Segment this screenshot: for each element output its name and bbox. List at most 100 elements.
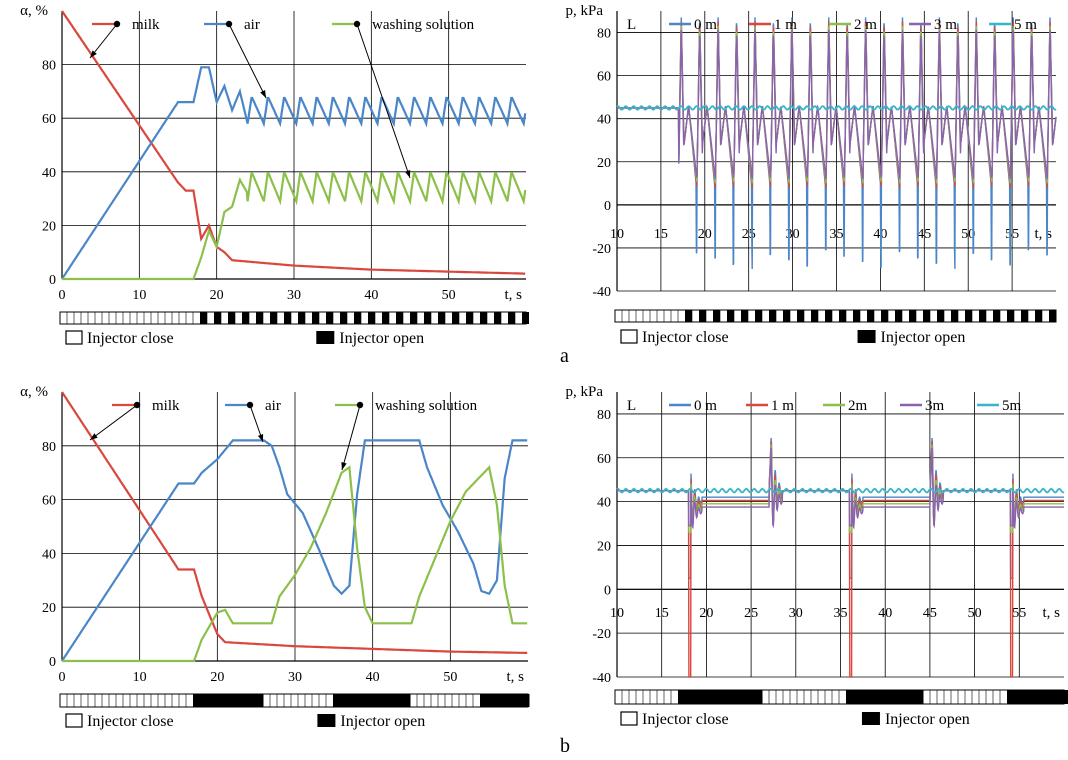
injector-open-segment	[361, 694, 369, 707]
injector-open-segment	[755, 310, 762, 322]
injector-open-segment	[951, 310, 958, 322]
injector-open-segment	[424, 312, 431, 324]
injector-open-segment	[741, 690, 749, 704]
x-tick-label: 55	[1005, 227, 1019, 242]
series-line-washing-solution	[62, 172, 527, 281]
legend-label: 3m	[925, 398, 945, 414]
injector-open-segment	[685, 310, 692, 322]
x-tick-label: 25	[744, 606, 758, 621]
legend-arrow	[228, 23, 267, 99]
legend-label: milk	[132, 17, 160, 33]
injector-open-segment	[487, 694, 495, 707]
legend-arrow	[89, 404, 138, 441]
x-tick-label: 30	[786, 227, 800, 242]
injector-open-segment	[699, 310, 706, 322]
injector-open-segment	[888, 690, 896, 704]
injector-open-segment	[522, 312, 529, 324]
injector-open-segment	[811, 310, 818, 322]
x-tick-label: 40	[878, 606, 892, 621]
x-tick-label: 15	[655, 606, 669, 621]
injector-open-segment	[902, 690, 910, 704]
injector-open-segment	[783, 310, 790, 322]
x-tick-label: 30	[288, 670, 302, 685]
x-tick-label: 50	[443, 670, 457, 685]
series-line-milk	[61, 10, 526, 275]
legend-label: 1 m	[771, 398, 794, 414]
series-line-washing-solution	[62, 465, 528, 663]
x-axis-label: t, s	[506, 669, 524, 685]
injector-open-segment	[755, 690, 763, 704]
series-line-5m	[616, 105, 1057, 111]
y-tick-label: 40	[42, 547, 56, 562]
injector-open-segment	[410, 312, 417, 324]
caption-b: b	[560, 735, 570, 757]
injector-open-segment	[200, 312, 207, 324]
injector-open-segment	[916, 690, 924, 704]
injector-open-segment	[242, 694, 250, 707]
injector-open-segment	[382, 694, 390, 707]
legend-label: 0 m	[694, 398, 717, 414]
legend-label: air	[244, 17, 260, 33]
y-tick-label: 40	[597, 113, 611, 128]
legend-arrowhead	[341, 462, 347, 470]
legend-title: L	[627, 17, 636, 33]
y-tick-label: 20	[597, 539, 611, 554]
injector-open-segment	[713, 310, 720, 322]
injector-open-segment	[354, 312, 361, 324]
injector-open-segment	[867, 690, 875, 704]
injector-open-segment	[1007, 690, 1015, 704]
injector-open-segment	[853, 690, 861, 704]
injector-open-segment	[228, 694, 236, 707]
injector-open-segment	[256, 694, 264, 707]
injector-open-segment	[965, 310, 972, 322]
injector-open-segment	[720, 690, 728, 704]
injector-open-segment	[1007, 310, 1014, 322]
y-axis-label: p, kPa	[566, 3, 604, 19]
y-tick-label: 60	[42, 112, 56, 127]
injector-open-segment	[480, 312, 487, 324]
injector-close-label: Injector close	[642, 711, 729, 728]
injector-open-segment	[340, 694, 348, 707]
x-tick-label: 15	[654, 227, 668, 242]
injector-open-segment	[734, 690, 742, 704]
injector-open-segment	[501, 694, 509, 707]
x-tick-label: 10	[610, 227, 624, 242]
injector-open-label: Injector open	[340, 713, 425, 730]
injector-open-segment	[769, 310, 776, 322]
y-tick-label: 0	[49, 273, 56, 288]
x-tick-label: 55	[1012, 606, 1026, 621]
legend-arrowhead	[260, 90, 266, 98]
legend-arrowhead	[257, 434, 264, 442]
injector-open-segment	[909, 690, 917, 704]
y-tick-label: -20	[592, 242, 611, 257]
injector-open-segment	[494, 312, 501, 324]
x-tick-label: 20	[210, 288, 224, 303]
y-axis-label: α, %	[20, 384, 48, 400]
injector-open-segment	[508, 312, 515, 324]
injector-open-segment	[494, 694, 502, 707]
injector-close-swatch	[65, 330, 83, 345]
injector-open-segment	[993, 310, 1000, 322]
chart-b-pressure: -40 -20 0 20 40 60 80 10 15 20 25 30 35 40 45 50 55 p, kP…	[566, 384, 1068, 728]
series-line-air	[61, 66, 527, 280]
injector-open-segment	[298, 312, 305, 324]
injector-open-segment	[354, 694, 362, 707]
legend-arrow	[356, 23, 411, 179]
injector-open-segment	[249, 694, 257, 707]
injector-open-segment	[937, 310, 944, 322]
injector-open-segment	[1035, 690, 1043, 704]
x-tick-label: 40	[366, 670, 380, 685]
chart-b-milk-air-washing: 0 20 40 60 80 0 10 20 30 40 50 α, % t, s milk air washi…	[20, 384, 530, 730]
x-tick-label: 20	[698, 227, 712, 242]
injector-open-segment	[508, 694, 516, 707]
y-tick-label: 20	[42, 601, 56, 616]
series-line-air	[61, 439, 528, 662]
injector-open-segment	[713, 690, 721, 704]
injector-open-segment	[382, 312, 389, 324]
injector-open-segment	[1063, 690, 1068, 704]
legend-title: L	[627, 398, 636, 414]
x-tick-label: 50	[961, 227, 975, 242]
injector-open-segment	[692, 690, 700, 704]
x-tick-label: 50	[968, 606, 982, 621]
